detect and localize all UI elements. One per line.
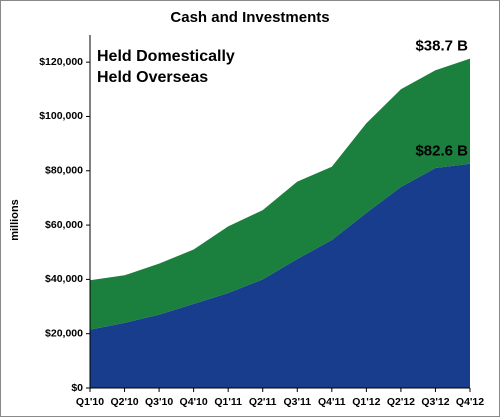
y-axis-label: millions <box>9 199 21 241</box>
x-tick-label: Q3'10 <box>145 396 173 408</box>
x-tick-label: Q1'10 <box>76 396 104 408</box>
x-tick-label: Q4'12 <box>456 396 484 408</box>
x-tick-label: Q4'11 <box>318 396 346 408</box>
x-tick-label: Q3'11 <box>283 396 311 408</box>
y-tick-label: $120,000 <box>39 56 83 68</box>
x-tick-label: Q3'12 <box>421 396 449 408</box>
chart-title: Cash and Investments <box>170 9 329 26</box>
y-tick-label: $40,000 <box>45 273 83 285</box>
legend-label: Held Domestically <box>97 48 235 65</box>
y-tick-label: $60,000 <box>45 219 83 231</box>
y-tick-label: $0 <box>71 382 83 394</box>
y-tick-label: $80,000 <box>45 165 83 177</box>
x-tick-label: Q2'11 <box>249 396 277 408</box>
annotation: $38.7 B <box>415 38 468 55</box>
x-tick-label: Q1'11 <box>214 396 242 408</box>
area <box>90 58 470 330</box>
area <box>90 163 470 388</box>
x-tick-label: Q4'10 <box>180 396 208 408</box>
annotation: $82.6 B <box>415 143 468 160</box>
y-tick-label: $100,000 <box>39 110 83 122</box>
x-tick-label: Q1'12 <box>352 396 380 408</box>
x-tick-label: Q2'10 <box>110 396 138 408</box>
legend-label: Held Overseas <box>97 69 208 86</box>
x-tick-label: Q2'12 <box>387 396 415 408</box>
y-tick-label: $20,000 <box>45 327 83 339</box>
